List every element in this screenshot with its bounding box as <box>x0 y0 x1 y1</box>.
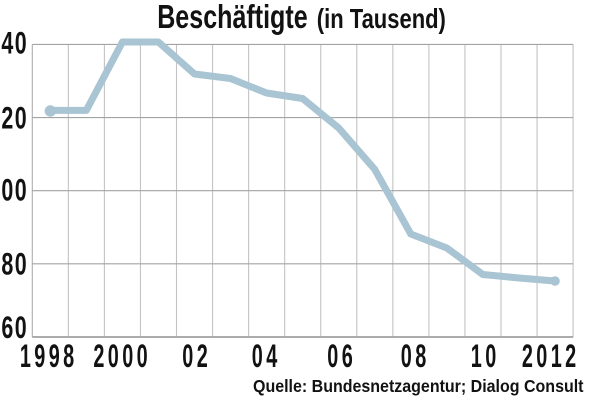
svg-text:Quelle: Bundesnetzagentur; Dia: Quelle: Bundesnetzagentur; Dialog Consul… <box>253 377 584 397</box>
svg-text:04: 04 <box>252 338 281 374</box>
svg-text:06: 06 <box>327 338 356 374</box>
svg-text:200: 200 <box>0 172 28 207</box>
svg-text:2000: 2000 <box>93 338 151 374</box>
svg-text:220: 220 <box>0 100 28 135</box>
svg-text:180: 180 <box>0 246 28 281</box>
svg-text:(in Tausend): (in Tausend) <box>317 4 446 35</box>
svg-text:240: 240 <box>0 25 28 60</box>
svg-text:160: 160 <box>0 310 28 345</box>
svg-text:2012: 2012 <box>522 338 580 374</box>
svg-text:08: 08 <box>401 338 430 374</box>
svg-text:10: 10 <box>471 338 500 374</box>
svg-text:1998: 1998 <box>20 338 78 374</box>
svg-text:Beschäftigte: Beschäftigte <box>157 0 307 36</box>
svg-text:02: 02 <box>182 338 211 374</box>
